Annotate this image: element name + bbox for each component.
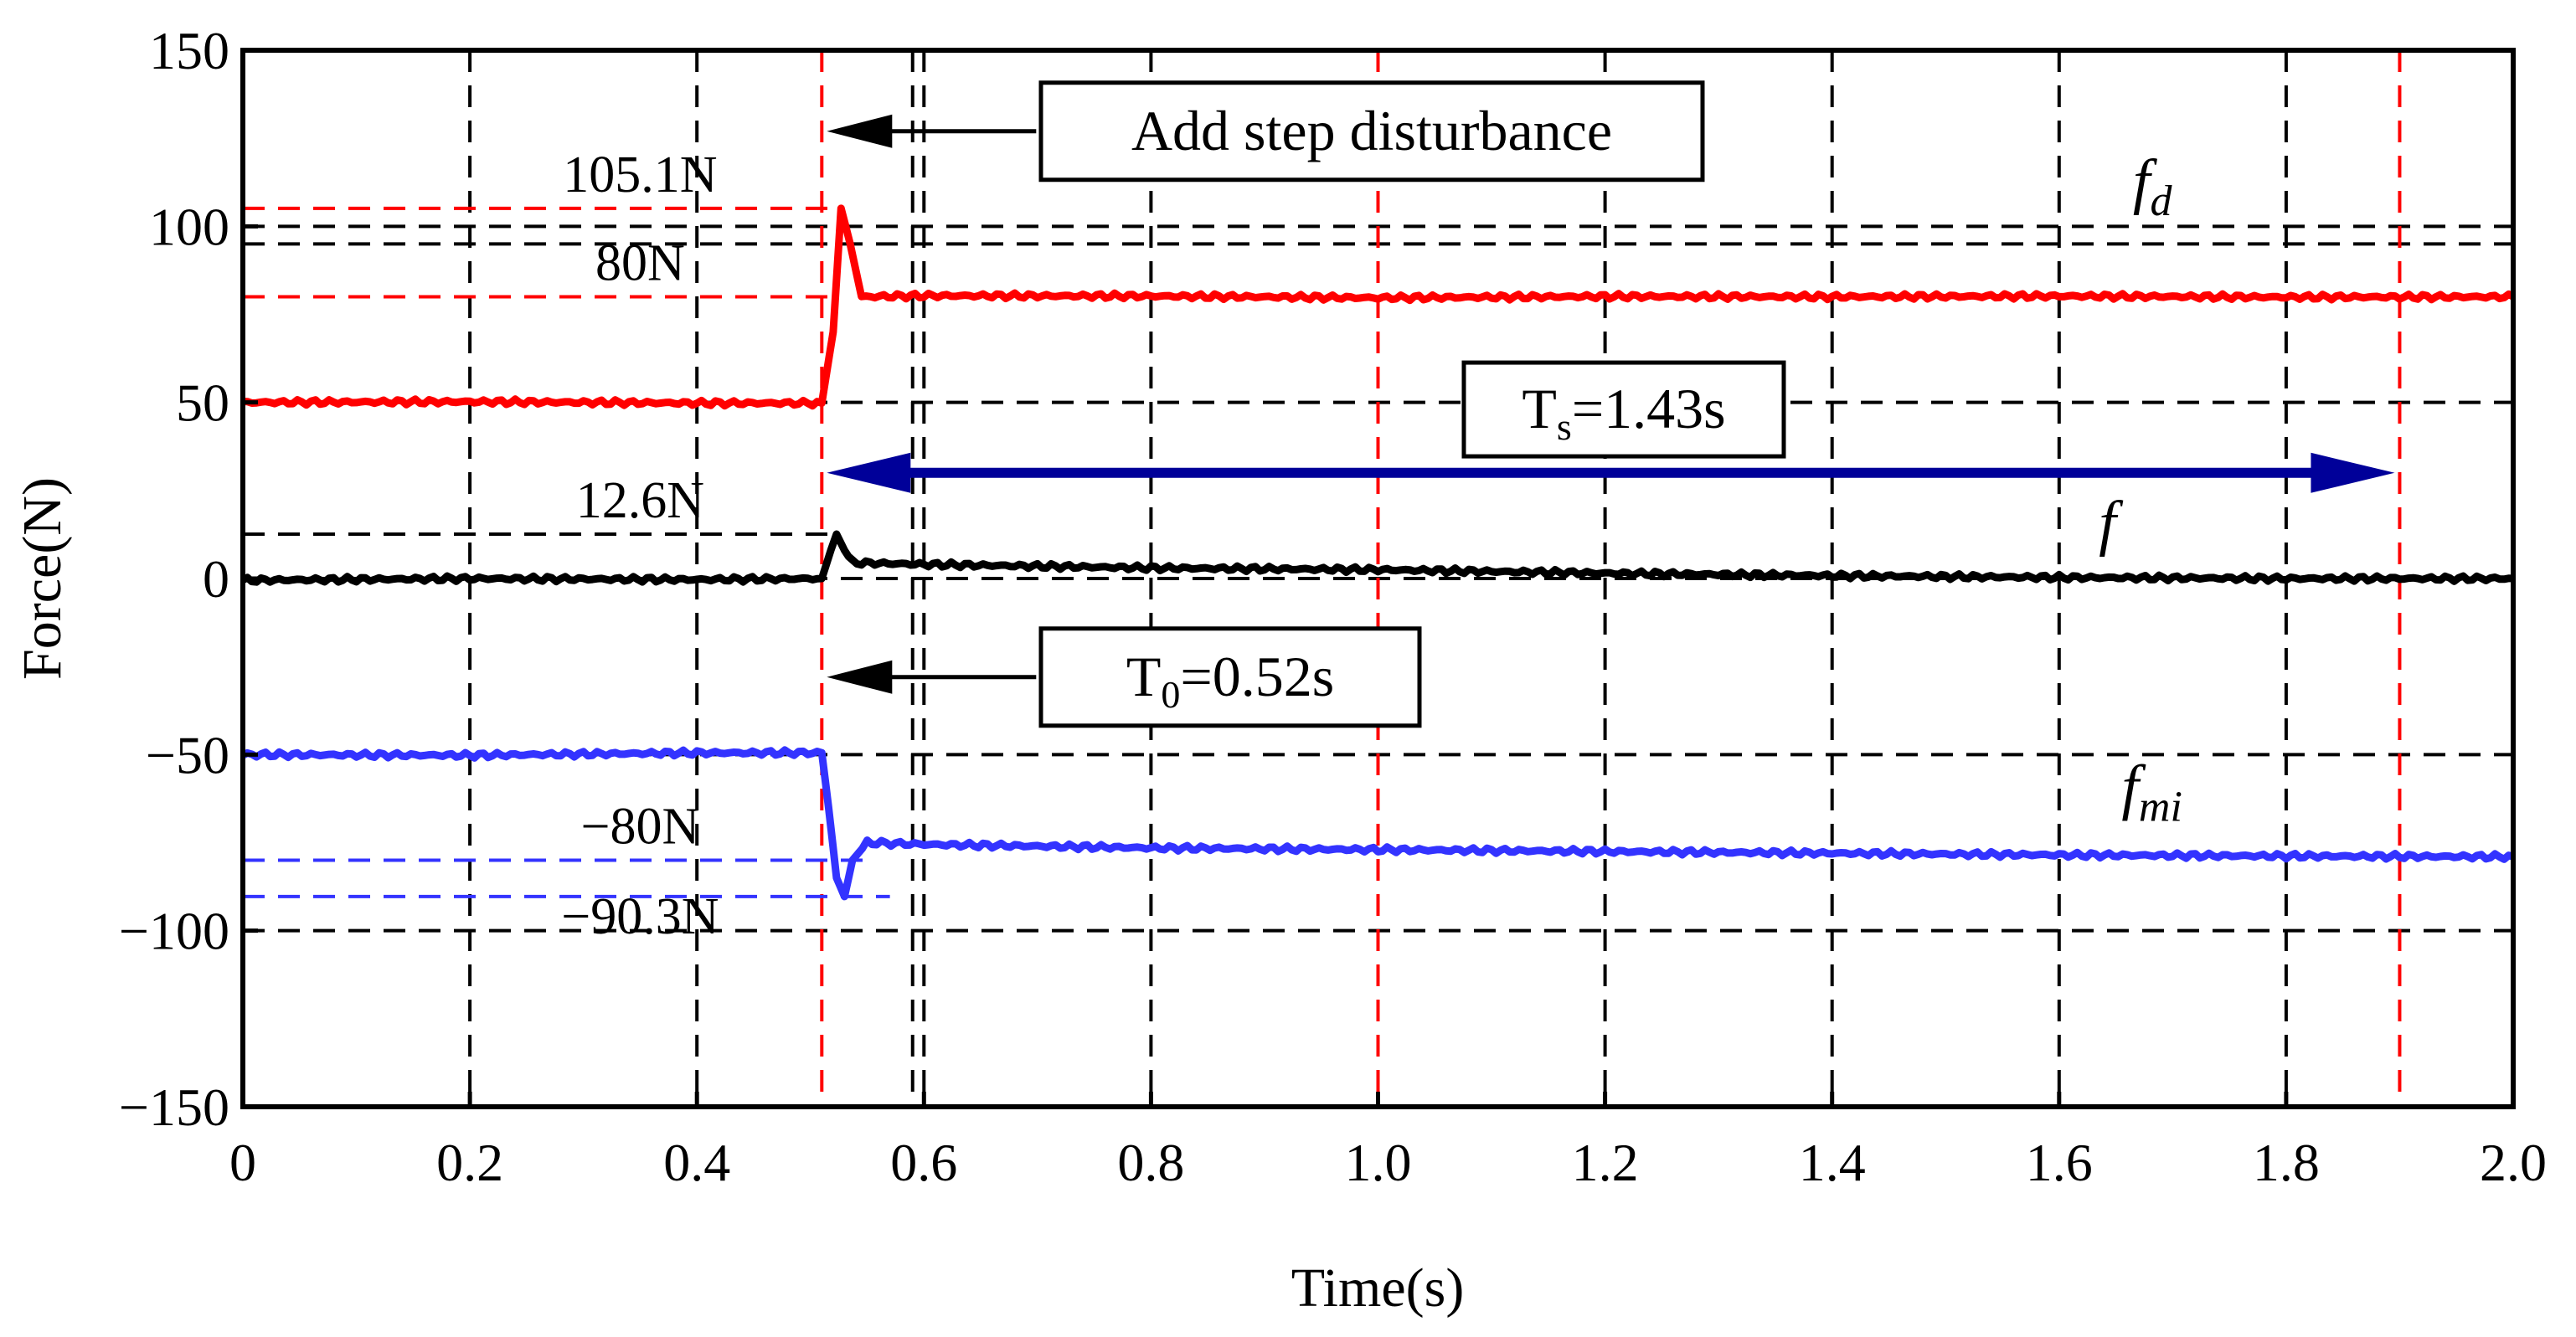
ts-box	[1461, 360, 1786, 459]
x-tick-label: 0	[229, 1133, 256, 1192]
step-disturbance-label: Add step disturbance	[1131, 99, 1612, 162]
x-axis-ticks: 0 0.2 0.4 0.6 0.8 1.0 1.2 1.4 1.6 1.8 2.0	[229, 1092, 2547, 1192]
reference-lines	[243, 206, 890, 898]
t0-box	[1038, 626, 1422, 728]
y-axis-label: Force(N)	[12, 477, 73, 680]
reference-label: −90.3N	[561, 888, 719, 945]
x-axis-label: Time(s)	[1291, 1257, 1465, 1319]
t0-label: T0=0.52s	[1126, 645, 1334, 716]
reference-label: −80N	[581, 799, 700, 856]
ts-arrow-head-right	[2311, 452, 2395, 493]
series-line-f-d	[243, 204, 2513, 410]
reference-label: 80N	[595, 234, 685, 291]
series-line-f-mi	[243, 746, 2513, 901]
y-tick-label: −100	[119, 902, 229, 961]
y-tick-label: 50	[176, 373, 229, 433]
reference-label: 105.1N	[563, 147, 717, 203]
t0-arrow-head	[827, 660, 893, 694]
x-tick-label: 0.8	[1117, 1133, 1184, 1192]
x-tick-label: 0.2	[436, 1133, 503, 1192]
y-tick-label: 100	[149, 197, 229, 256]
y-tick-label: −150	[119, 1077, 229, 1137]
series-group	[243, 204, 2513, 901]
step-disturbance-box	[1038, 80, 1705, 183]
x-tick-label: 1.2	[1572, 1133, 1639, 1192]
y-tick-label: 0	[203, 549, 229, 609]
y-axis-ticks: −150 −100 −50 0 50 100 150	[119, 21, 258, 1137]
reference-label: 12.6N	[576, 472, 704, 529]
ts-label: Ts=1.43s	[1522, 377, 1725, 448]
x-tick-label: 2.0	[2480, 1133, 2547, 1192]
series-line-f	[243, 530, 2513, 586]
x-tick-label: 1.0	[1345, 1133, 1412, 1192]
x-tick-label: 1.8	[2253, 1133, 2320, 1192]
y-tick-label: −50	[146, 725, 229, 784]
x-tick-label: 1.4	[1799, 1133, 1866, 1192]
ts-arrow-head-left	[827, 452, 911, 493]
x-tick-label: 0.6	[890, 1133, 957, 1192]
x-tick-label: 0.4	[663, 1133, 730, 1192]
x-tick-label: 1.6	[2026, 1133, 2093, 1192]
step-arrow-head	[827, 114, 893, 148]
y-tick-label: 150	[149, 21, 229, 80]
